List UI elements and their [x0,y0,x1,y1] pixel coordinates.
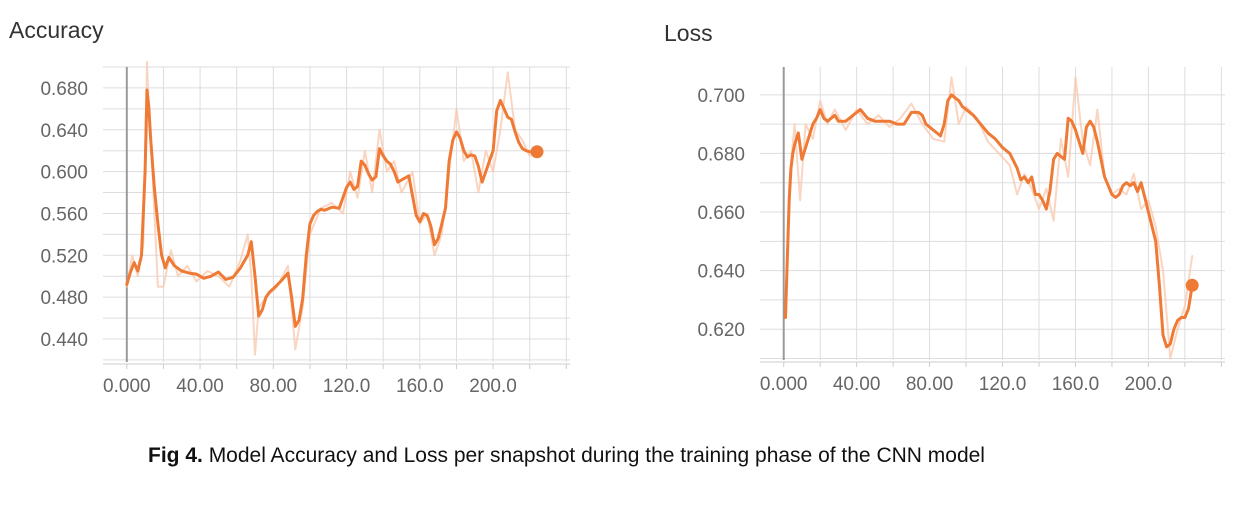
accuracy-chart: 0.000 40.00 80.00 120.0 160.0 200.0 0.440 0.480… [40,60,570,397]
loss-y-tick-label: 0.660 [697,203,745,224]
accuracy-x-tick-label: 0.000 [103,376,151,397]
accuracy-x-tick-label: 120.0 [323,376,371,397]
accuracy-y-tick-label: 0.640 [40,121,88,142]
loss-x-tick-label: 160.0 [1052,374,1100,395]
loss-chart: 0.000 40.00 80.00 120.0 160.0 200.0 0.620 0.640… [697,67,1225,395]
accuracy-x-tick-label: 160.0 [396,376,444,397]
accuracy-x-tick-label: 200.0 [469,376,517,397]
loss-x-tick-label: 80.00 [906,374,954,395]
loss-x-tick-label: 120.0 [979,374,1027,395]
loss-raw-line [784,76,1194,360]
accuracy-y-tick-label: 0.680 [40,79,88,100]
accuracy-smoothed-line [125,88,539,328]
loss-y-tick-label: 0.680 [697,144,745,165]
accuracy-chart-title: Accuracy [9,17,104,43]
figure-caption: Fig 4. Model Accuracy and Loss per snaps… [148,441,1028,470]
loss-y-tick-label: 0.700 [697,86,745,107]
accuracy-x-tick-label: 80.00 [250,376,298,397]
accuracy-last-point-marker [530,145,544,159]
accuracy-y-tick-label: 0.520 [40,246,88,267]
accuracy-raw-line [125,60,538,356]
loss-x-tick-label: 200.0 [1125,374,1173,395]
loss-last-point-marker [1185,278,1199,292]
loss-y-tick-label: 0.620 [697,320,745,341]
loss-x-tick-label: 0.000 [760,374,808,395]
accuracy-y-tick-label: 0.600 [40,163,88,184]
figure-caption-label: Fig 4. [148,444,203,467]
loss-y-tick-label: 0.640 [697,262,745,283]
loss-smoothed-line [784,93,1194,349]
loss-chart-title: Loss [664,20,713,46]
accuracy-x-tick-label: 40.00 [176,376,224,397]
accuracy-y-tick-label: 0.440 [40,330,88,351]
loss-x-tick-label: 40.00 [833,374,881,395]
figure-caption-text: Model Accuracy and Loss per snapshot dur… [208,444,985,467]
accuracy-y-tick-label: 0.560 [40,204,88,225]
accuracy-y-tick-label: 0.480 [40,288,88,309]
